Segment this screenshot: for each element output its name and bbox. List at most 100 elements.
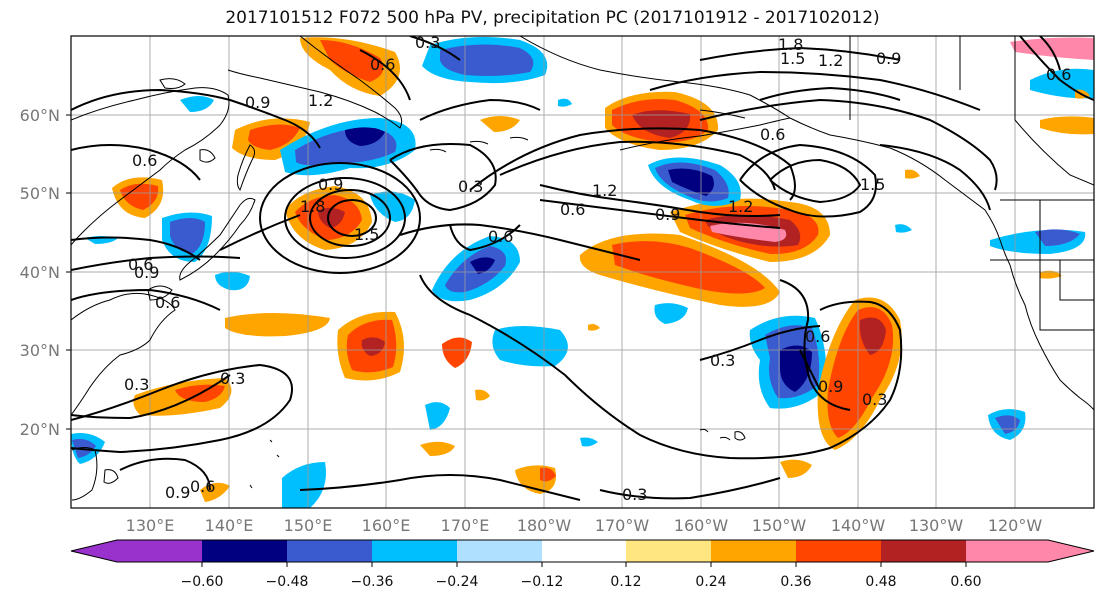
precip-blob bbox=[225, 313, 330, 337]
colorbar-tick-label: −0.12 bbox=[521, 574, 564, 590]
precip-blob bbox=[361, 337, 385, 356]
contour-label: 0.6 bbox=[805, 327, 830, 346]
precip-blob bbox=[282, 462, 326, 508]
precip-blob bbox=[580, 437, 598, 447]
contour-label: 1.2 bbox=[818, 51, 843, 70]
contour-label: 0.6 bbox=[488, 227, 513, 246]
lon-label: 130°W bbox=[909, 516, 964, 535]
contour-label: 1.5 bbox=[780, 49, 805, 68]
contour-label: 0.3 bbox=[458, 177, 483, 196]
precip-blob bbox=[470, 257, 495, 274]
precip-blob bbox=[780, 459, 812, 478]
colorbar-segment bbox=[457, 540, 542, 562]
figure-title: 2017101512 F072 500 hPa PV, precipitatio… bbox=[225, 8, 880, 28]
contour-label: 1.8 bbox=[778, 35, 803, 54]
contour-label: 0.6 bbox=[760, 125, 785, 144]
colorbar bbox=[70, 539, 1095, 563]
precip-blob bbox=[440, 44, 534, 76]
precip-blob bbox=[905, 169, 920, 179]
lon-label: 180°W bbox=[517, 516, 572, 535]
colorbar-segment bbox=[881, 540, 966, 562]
contour-label: 0.6 bbox=[370, 55, 395, 74]
lon-label: 160°E bbox=[362, 516, 411, 535]
contour-label: 0.6 bbox=[1046, 65, 1071, 84]
colorbar-tick-label: −0.24 bbox=[436, 574, 479, 590]
colorbar-tick-label: 0.60 bbox=[950, 574, 981, 590]
colorbar-outline bbox=[70, 539, 1095, 563]
contour-label: 0.3 bbox=[862, 390, 887, 409]
contour-label: 1.5 bbox=[860, 175, 885, 194]
contour-label: 1.8 bbox=[300, 197, 325, 216]
contour-label: 0.3 bbox=[710, 351, 735, 370]
contour-label: 1.2 bbox=[308, 91, 333, 110]
contour-label: 0.3 bbox=[220, 369, 245, 388]
precip-blob bbox=[1035, 229, 1080, 246]
lon-label: 130°E bbox=[126, 516, 175, 535]
contour-label: 1.2 bbox=[728, 197, 753, 216]
lat-label: 50°N bbox=[20, 184, 60, 203]
lon-label: 170°E bbox=[441, 516, 490, 535]
lat-label: 20°N bbox=[20, 420, 60, 439]
contour-label: 0.3 bbox=[622, 485, 647, 504]
lon-label: 150°W bbox=[752, 516, 807, 535]
lat-label: 40°N bbox=[20, 263, 60, 282]
precip-blob bbox=[420, 441, 455, 456]
lat-label: 60°N bbox=[20, 106, 60, 125]
contour-label: 0.6 bbox=[155, 293, 180, 312]
precip-blob bbox=[475, 389, 490, 401]
longitude-labels: 130°E 140°E 150°E 160°E 170°E 180°W 170°… bbox=[126, 516, 1043, 535]
colorbar-segment bbox=[117, 540, 202, 562]
contour-label: 0.9 bbox=[134, 263, 159, 282]
colorbar-segment bbox=[966, 540, 1048, 562]
lon-label: 140°E bbox=[205, 516, 254, 535]
contour-label: 0.9 bbox=[818, 377, 843, 396]
precip-blob bbox=[215, 271, 250, 291]
contour-label: 1.5 bbox=[354, 225, 379, 244]
lon-label: 150°E bbox=[284, 516, 333, 535]
contour-labels: 0.3 0.6 0.9 1.2 1.5 1.8 0.9 0.6 0.3 0.6 … bbox=[124, 33, 1071, 504]
precip-blob bbox=[370, 191, 415, 222]
colorbar-tick-label: 0.36 bbox=[780, 574, 811, 590]
colorbar-extend-right bbox=[1048, 540, 1094, 562]
colorbar-segment bbox=[626, 540, 711, 562]
contour-label: 0.9 bbox=[165, 483, 190, 502]
colorbar-extend-left bbox=[71, 540, 117, 562]
precip-blob bbox=[180, 96, 214, 112]
colorbar-tick-label: 0.48 bbox=[865, 574, 896, 590]
lon-label: 120°W bbox=[988, 516, 1043, 535]
precip-blob bbox=[612, 241, 765, 294]
latitude-labels: 60°N 50°N 40°N 30°N 20°N bbox=[20, 106, 71, 439]
contour-label: 0.3 bbox=[415, 33, 440, 52]
precip-blob bbox=[1040, 270, 1062, 279]
contour-label: 0.6 bbox=[190, 477, 215, 496]
graticule bbox=[71, 36, 1094, 508]
colorbar-tick-label: −0.48 bbox=[266, 574, 309, 590]
lat-label: 30°N bbox=[20, 341, 60, 360]
precip-blob bbox=[895, 224, 912, 233]
precip-blob bbox=[318, 207, 345, 228]
precip-blob bbox=[345, 127, 385, 146]
precip-blob bbox=[859, 317, 886, 355]
precip-blob bbox=[248, 124, 300, 150]
precip-blob bbox=[1010, 37, 1094, 60]
colorbar-segment bbox=[202, 540, 287, 562]
colorbar-segment bbox=[372, 540, 457, 562]
contour-label: 0.9 bbox=[245, 93, 270, 112]
precip-blob bbox=[492, 326, 568, 367]
colorbar-segment bbox=[542, 540, 626, 562]
colorbar-tick-label: 0.12 bbox=[610, 574, 641, 590]
precip-blob bbox=[425, 402, 450, 430]
precip-blob bbox=[632, 110, 691, 138]
colorbar-tick-label: 0.24 bbox=[695, 574, 726, 590]
precip-shading bbox=[71, 36, 1094, 508]
precip-blob bbox=[588, 324, 600, 331]
colorbar-tick-label: −0.60 bbox=[181, 574, 224, 590]
contour-label: 0.9 bbox=[655, 205, 680, 224]
contour-label: 1.2 bbox=[592, 181, 617, 200]
colorbar-ticks: −0.60 −0.48 −0.36 −0.24 −0.12 0.12 0.24 … bbox=[181, 562, 982, 590]
colorbar-segment bbox=[796, 540, 881, 562]
precip-blob bbox=[558, 98, 572, 107]
colorbar-tick-label: −0.36 bbox=[351, 574, 394, 590]
contour-label: 0.9 bbox=[318, 175, 343, 194]
precip-blob bbox=[668, 168, 714, 196]
